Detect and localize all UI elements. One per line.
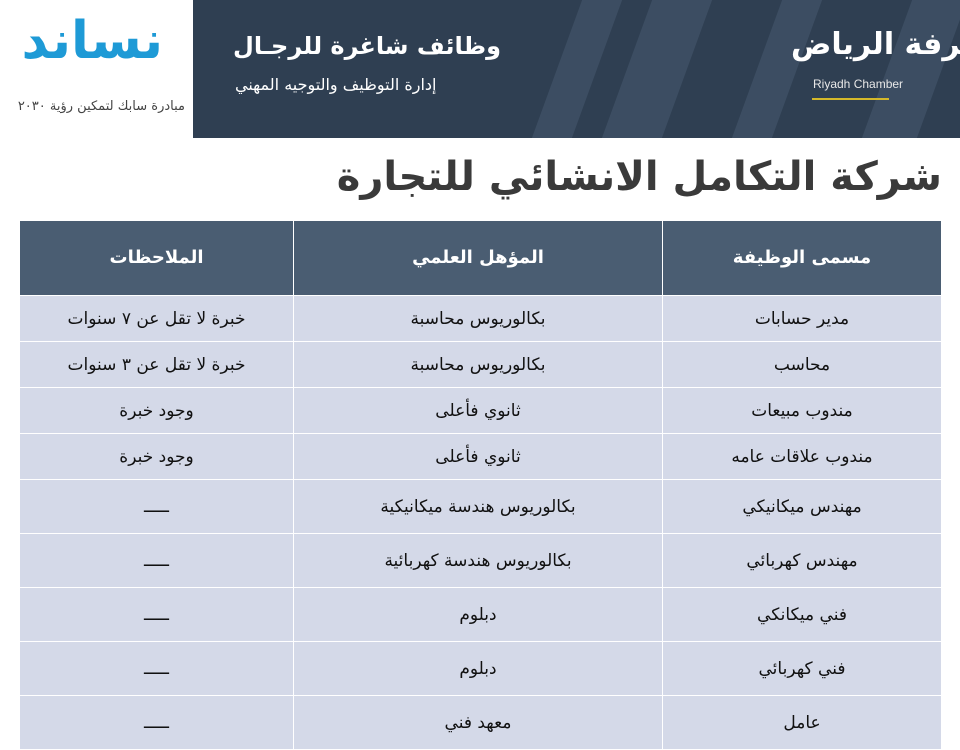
job-title-cell: مهندس كهربائي xyxy=(662,533,942,588)
job-title-cell: مدير حسابات xyxy=(662,295,942,342)
notes-cell: ـــــ xyxy=(19,641,294,696)
column-header-job-title: مسمى الوظيفة xyxy=(662,220,942,296)
job-title-cell: فني ميكانكي xyxy=(662,587,942,642)
qualification-cell: ثانوي فأعلى xyxy=(293,387,663,434)
qualification-cell: معهد فني xyxy=(293,695,663,750)
notes-cell: ـــــ xyxy=(19,695,294,750)
jobs-table: مسمى الوظيفة المؤهل العلمي الملاحظات مدي… xyxy=(19,220,942,750)
column-header-qualification: المؤهل العلمي xyxy=(293,220,663,296)
riyadh-chamber-logo: غرفة الرياض xyxy=(791,27,960,62)
qualification-cell: دبلوم xyxy=(293,587,663,642)
company-title: شركة التكامل الانشائي للتجارة xyxy=(336,154,942,200)
table-row: مندوب مبيعات ثانوي فأعلى وجود خبرة xyxy=(19,387,942,434)
notes-cell: ـــــ xyxy=(19,479,294,534)
qualification-cell: بكالوريوس محاسبة xyxy=(293,341,663,388)
notes-cell: خبرة لا تقل عن ٣ سنوات xyxy=(19,341,294,388)
notes-cell: خبرة لا تقل عن ٧ سنوات xyxy=(19,295,294,342)
header-banner: وظائف شاغرة للرجـال إدارة التوظيف والتوج… xyxy=(193,0,960,138)
table-row: محاسب بكالوريوس محاسبة خبرة لا تقل عن ٣ سن… xyxy=(19,341,942,388)
job-title-cell: مندوب مبيعات xyxy=(662,387,942,434)
qualification-cell: ثانوي فأعلى xyxy=(293,433,663,480)
table-row: مهندس كهربائي بكالوريوس هندسة كهربائية ـــ… xyxy=(19,533,942,588)
table-row: مندوب علاقات عامه ثانوي فأعلى وجود خبرة xyxy=(19,433,942,480)
notes-cell: ـــــ xyxy=(19,587,294,642)
table-row: مهندس ميكانيكي بكالوريوس هندسة ميكانيكية ـ… xyxy=(19,479,942,534)
nasand-tagline: مبادرة سابك لتمكين رؤية ٢٠٣٠ xyxy=(17,99,185,114)
riyadh-chamber-name: Riyadh Chamber xyxy=(813,77,904,91)
table-row: فني كهربائي دبلوم ـــــ xyxy=(19,641,942,696)
job-title-cell: عامل xyxy=(662,695,942,750)
column-header-notes: الملاحظات xyxy=(19,220,294,296)
table-row: عامل معهد فني ـــــ xyxy=(19,695,942,750)
job-title-cell: مهندس ميكانيكي xyxy=(662,479,942,534)
notes-cell: وجود خبرة xyxy=(19,387,294,434)
qualification-cell: بكالوريوس هندسة كهربائية xyxy=(293,533,663,588)
logo-underline xyxy=(812,98,889,100)
job-title-cell: مندوب علاقات عامه xyxy=(662,433,942,480)
table-row: مدير حسابات بكالوريوس محاسبة خبرة لا تقل ع… xyxy=(19,295,942,342)
notes-cell: ـــــ xyxy=(19,533,294,588)
banner-title: وظائف شاغرة للرجـال xyxy=(233,32,502,60)
qualification-cell: بكالوريوس هندسة ميكانيكية xyxy=(293,479,663,534)
table-header-row: مسمى الوظيفة المؤهل العلمي الملاحظات xyxy=(19,220,942,296)
table-row: فني ميكانكي دبلوم ـــــ xyxy=(19,587,942,642)
nasand-logo-text: نساند xyxy=(21,11,163,71)
banner-subtitle: إدارة التوظيف والتوجيه المهني xyxy=(235,75,437,94)
job-title-cell: فني كهربائي xyxy=(662,641,942,696)
job-title-cell: محاسب xyxy=(662,341,942,388)
qualification-cell: دبلوم xyxy=(293,641,663,696)
nasand-logo: نساند مبادرة سابك لتمكين رؤية ٢٠٣٠ xyxy=(0,0,193,138)
notes-cell: وجود خبرة xyxy=(19,433,294,480)
qualification-cell: بكالوريوس محاسبة xyxy=(293,295,663,342)
